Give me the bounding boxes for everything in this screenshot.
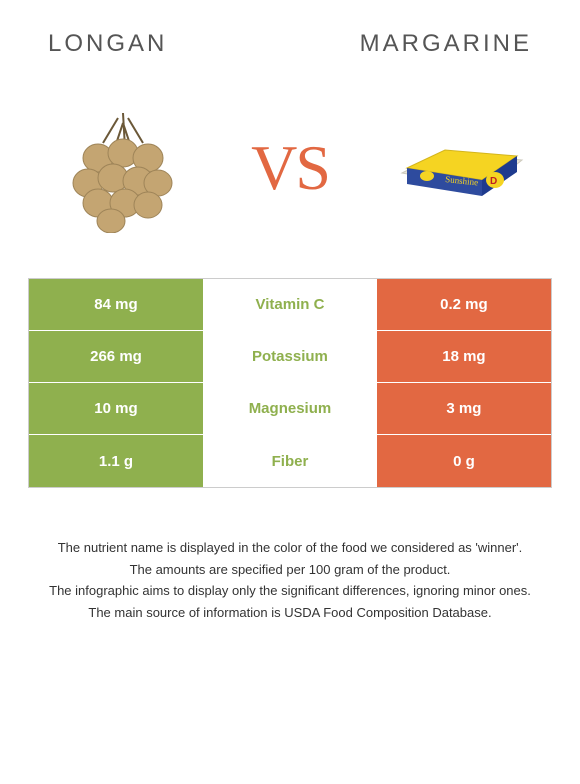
nutrient-right-value: 18 mg (377, 331, 551, 382)
header-row: LONGAN Margarine (28, 30, 552, 58)
longan-image (38, 98, 208, 238)
nutrient-table: 84 mgVitamin C0.2 mg266 mgPotassium18 mg… (28, 278, 552, 488)
nutrient-left-value: 84 mg (29, 279, 203, 330)
svg-text:500g: 500g (415, 187, 426, 193)
nutrient-row: 84 mgVitamin C0.2 mg (29, 279, 551, 331)
footer-line-1: The nutrient name is displayed in the co… (36, 538, 544, 558)
left-food-title: LONGAN (48, 30, 167, 58)
right-food-title: Margarine (360, 30, 532, 58)
footer-line-3: The infographic aims to display only the… (36, 581, 544, 601)
nutrient-left-value: 1.1 g (29, 435, 203, 487)
nutrient-row: 1.1 gFiber0 g (29, 435, 551, 487)
nutrient-label: Potassium (203, 331, 377, 382)
footer-notes: The nutrient name is displayed in the co… (28, 538, 552, 622)
footer-line-4: The main source of information is USDA F… (36, 603, 544, 623)
nutrient-row: 266 mgPotassium18 mg (29, 331, 551, 383)
margarine-image: Sunshine D 500g (372, 98, 542, 238)
nutrient-row: 10 mgMagnesium3 mg (29, 383, 551, 435)
nutrient-right-value: 0 g (377, 435, 551, 487)
vs-label: VS (251, 131, 329, 205)
nutrient-label: Vitamin C (203, 279, 377, 330)
nutrient-label: Magnesium (203, 383, 377, 434)
svg-text:D: D (490, 176, 497, 187)
images-row: VS Sunshine D 500g (28, 98, 552, 238)
nutrient-right-value: 3 mg (377, 383, 551, 434)
nutrient-left-value: 10 mg (29, 383, 203, 434)
nutrient-label: Fiber (203, 435, 377, 487)
nutrient-left-value: 266 mg (29, 331, 203, 382)
footer-line-2: The amounts are specified per 100 gram o… (36, 560, 544, 580)
nutrient-right-value: 0.2 mg (377, 279, 551, 330)
